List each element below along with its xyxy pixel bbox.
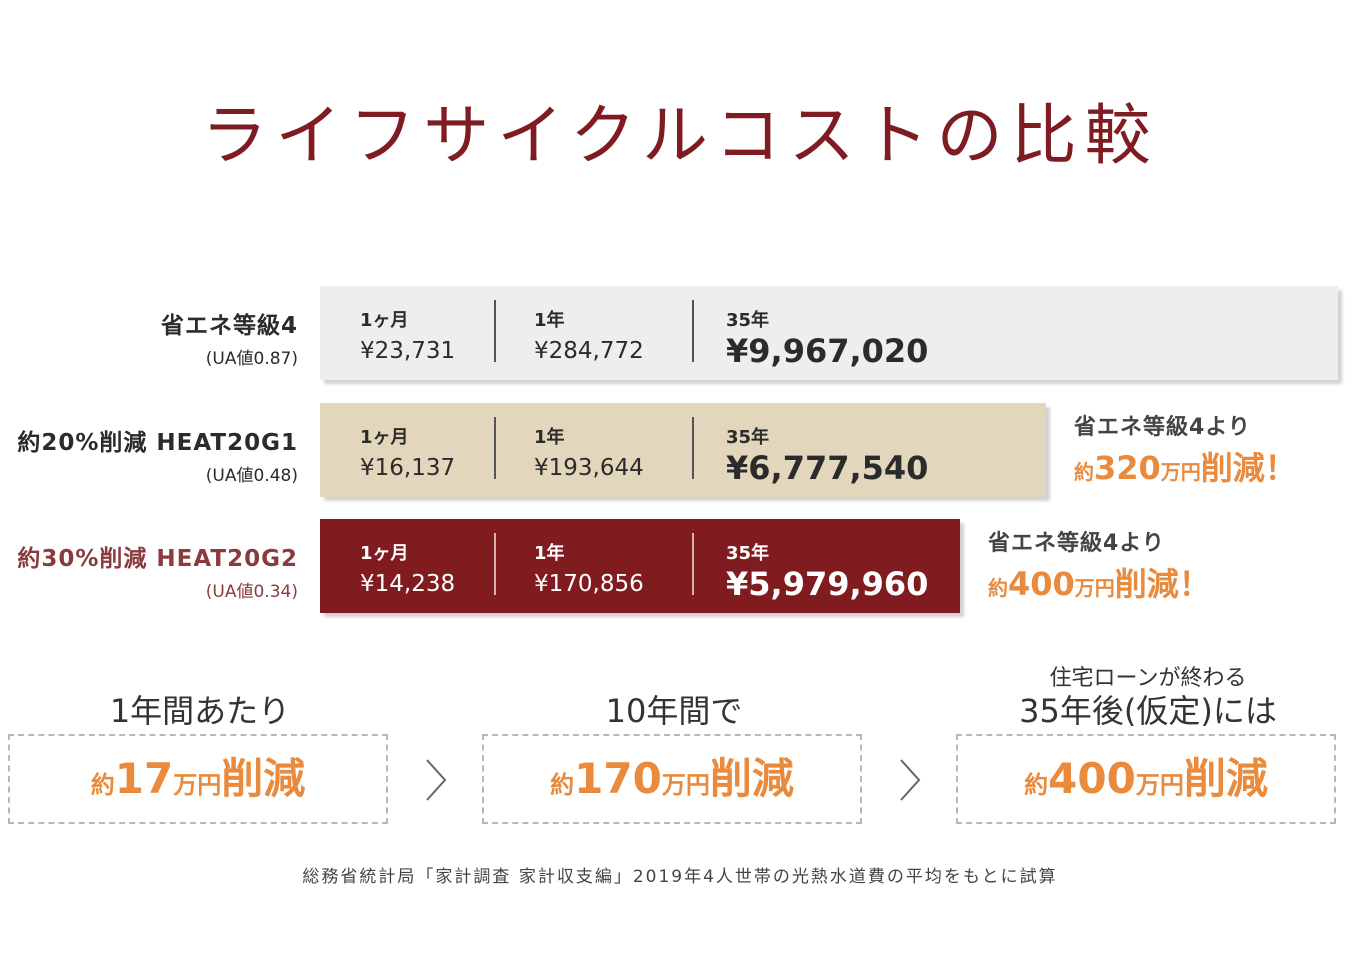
cell-value: ¥6,777,540 [726,449,929,487]
divider [692,300,694,362]
cell-value: ¥284,772 [534,338,644,364]
caption: 10年間で [605,692,743,730]
cell-value: ¥9,967,020 [726,332,929,370]
yearly-cost: 1年 ¥193,644 [534,423,644,481]
comparison-row-heat20g1: 約20%削減 HEAT20G1 (UA値0.48) 1ヶ月 ¥16,137 1年… [0,403,1360,499]
caption-top [8,660,392,686]
divider [692,417,694,479]
cell-value: ¥5,979,960 [726,565,929,603]
cell-value: ¥14,238 [360,571,456,597]
source-footnote: 総務省統計局「家計調査 家計収支編」2019年4人世帯の光熱水道費の平均をもとに… [302,867,1058,887]
row-name: 約30%削減 HEAT20G2 [17,546,298,572]
chevron-right-icon [898,758,922,806]
monthly-cost: 1ヶ月 ¥23,731 [360,306,455,364]
savings-box-1year: 約17万円削減 [8,734,388,824]
caption: 35年後(仮定)には [1019,692,1277,730]
note-amount: 約320万円削減！ [1074,449,1297,487]
row-ua-value: (UA値0.87) [205,349,298,369]
cell-label: 1ヶ月 [360,310,409,331]
cell-label: 35年 [726,543,770,564]
savings-note: 省エネ等級4より 約320万円削減！ [1074,409,1297,489]
savings-caption-10years: 10年間で [482,660,866,732]
cell-value: ¥23,731 [360,338,456,364]
comparison-row-heat20g2: 約30%削減 HEAT20G2 (UA値0.34) 1ヶ月 ¥14,238 1年… [0,519,1360,615]
caption-top: 住宅ローンが終わる [1049,666,1247,691]
note-amount: 約400万円削減！ [988,565,1211,603]
yearly-cost: 1年 ¥170,856 [534,539,644,597]
cell-value: ¥16,137 [360,455,456,481]
divider [494,300,496,362]
page-title: ライフサイクルコストの比較 [201,97,1159,174]
savings-note: 省エネ等級4より 約400万円削減！ [988,525,1211,605]
savings-box-10years: 約170万円削減 [482,734,862,824]
row-ua-value: (UA値0.48) [205,466,298,486]
cell-value: ¥193,644 [534,455,644,481]
row-ua-value: (UA値0.34) [205,582,298,602]
row-label: 約30%削減 HEAT20G2 (UA値0.34) [17,539,298,602]
savings-caption-1year: 1年間あたり [8,660,392,732]
divider [494,533,496,595]
cell-label: 1年 [534,310,565,331]
cell-label: 1年 [534,427,565,448]
divider [692,533,694,595]
35-year-cost: 35年 ¥5,979,960 [726,539,928,603]
note-caption: 省エネ等級4より [1074,415,1251,440]
cost-bar: 1ヶ月 ¥23,731 1年 ¥284,772 35年 ¥9,967,020 [320,286,1338,380]
35-year-cost: 35年 ¥6,777,540 [726,423,928,487]
row-label: 約20%削減 HEAT20G1 (UA値0.48) [17,423,298,486]
row-name: 約20%削減 HEAT20G1 [17,430,298,456]
cell-label: 1ヶ月 [360,427,409,448]
savings-box-35years: 約400万円削減 [956,734,1336,824]
35-year-cost: 35年 ¥9,967,020 [726,306,928,370]
divider [494,417,496,479]
cost-bar: 1ヶ月 ¥14,238 1年 ¥170,856 35年 ¥5,979,960 [320,519,960,613]
cell-label: 1年 [534,543,565,564]
caption-top [482,660,866,686]
monthly-cost: 1ヶ月 ¥14,238 [360,539,455,597]
comparison-row-standard: 省エネ等級4 (UA値0.87) 1ヶ月 ¥23,731 1年 ¥284,772… [0,286,1360,382]
chevron-right-icon [424,758,448,806]
cost-bar: 1ヶ月 ¥16,137 1年 ¥193,644 35年 ¥6,777,540 [320,403,1046,497]
cell-label: 35年 [726,427,770,448]
monthly-cost: 1ヶ月 ¥16,137 [360,423,455,481]
cell-label: 1ヶ月 [360,543,409,564]
cell-label: 35年 [726,310,770,331]
yearly-cost: 1年 ¥284,772 [534,306,644,364]
row-label: 省エネ等級4 (UA値0.87) [161,306,298,369]
savings-caption-35years: 住宅ローンが終わる 35年後(仮定)には [956,660,1340,732]
note-caption: 省エネ等級4より [988,531,1165,556]
caption: 1年間あたり [109,692,291,730]
cell-value: ¥170,856 [534,571,644,597]
row-name: 省エネ等級4 [160,313,298,339]
